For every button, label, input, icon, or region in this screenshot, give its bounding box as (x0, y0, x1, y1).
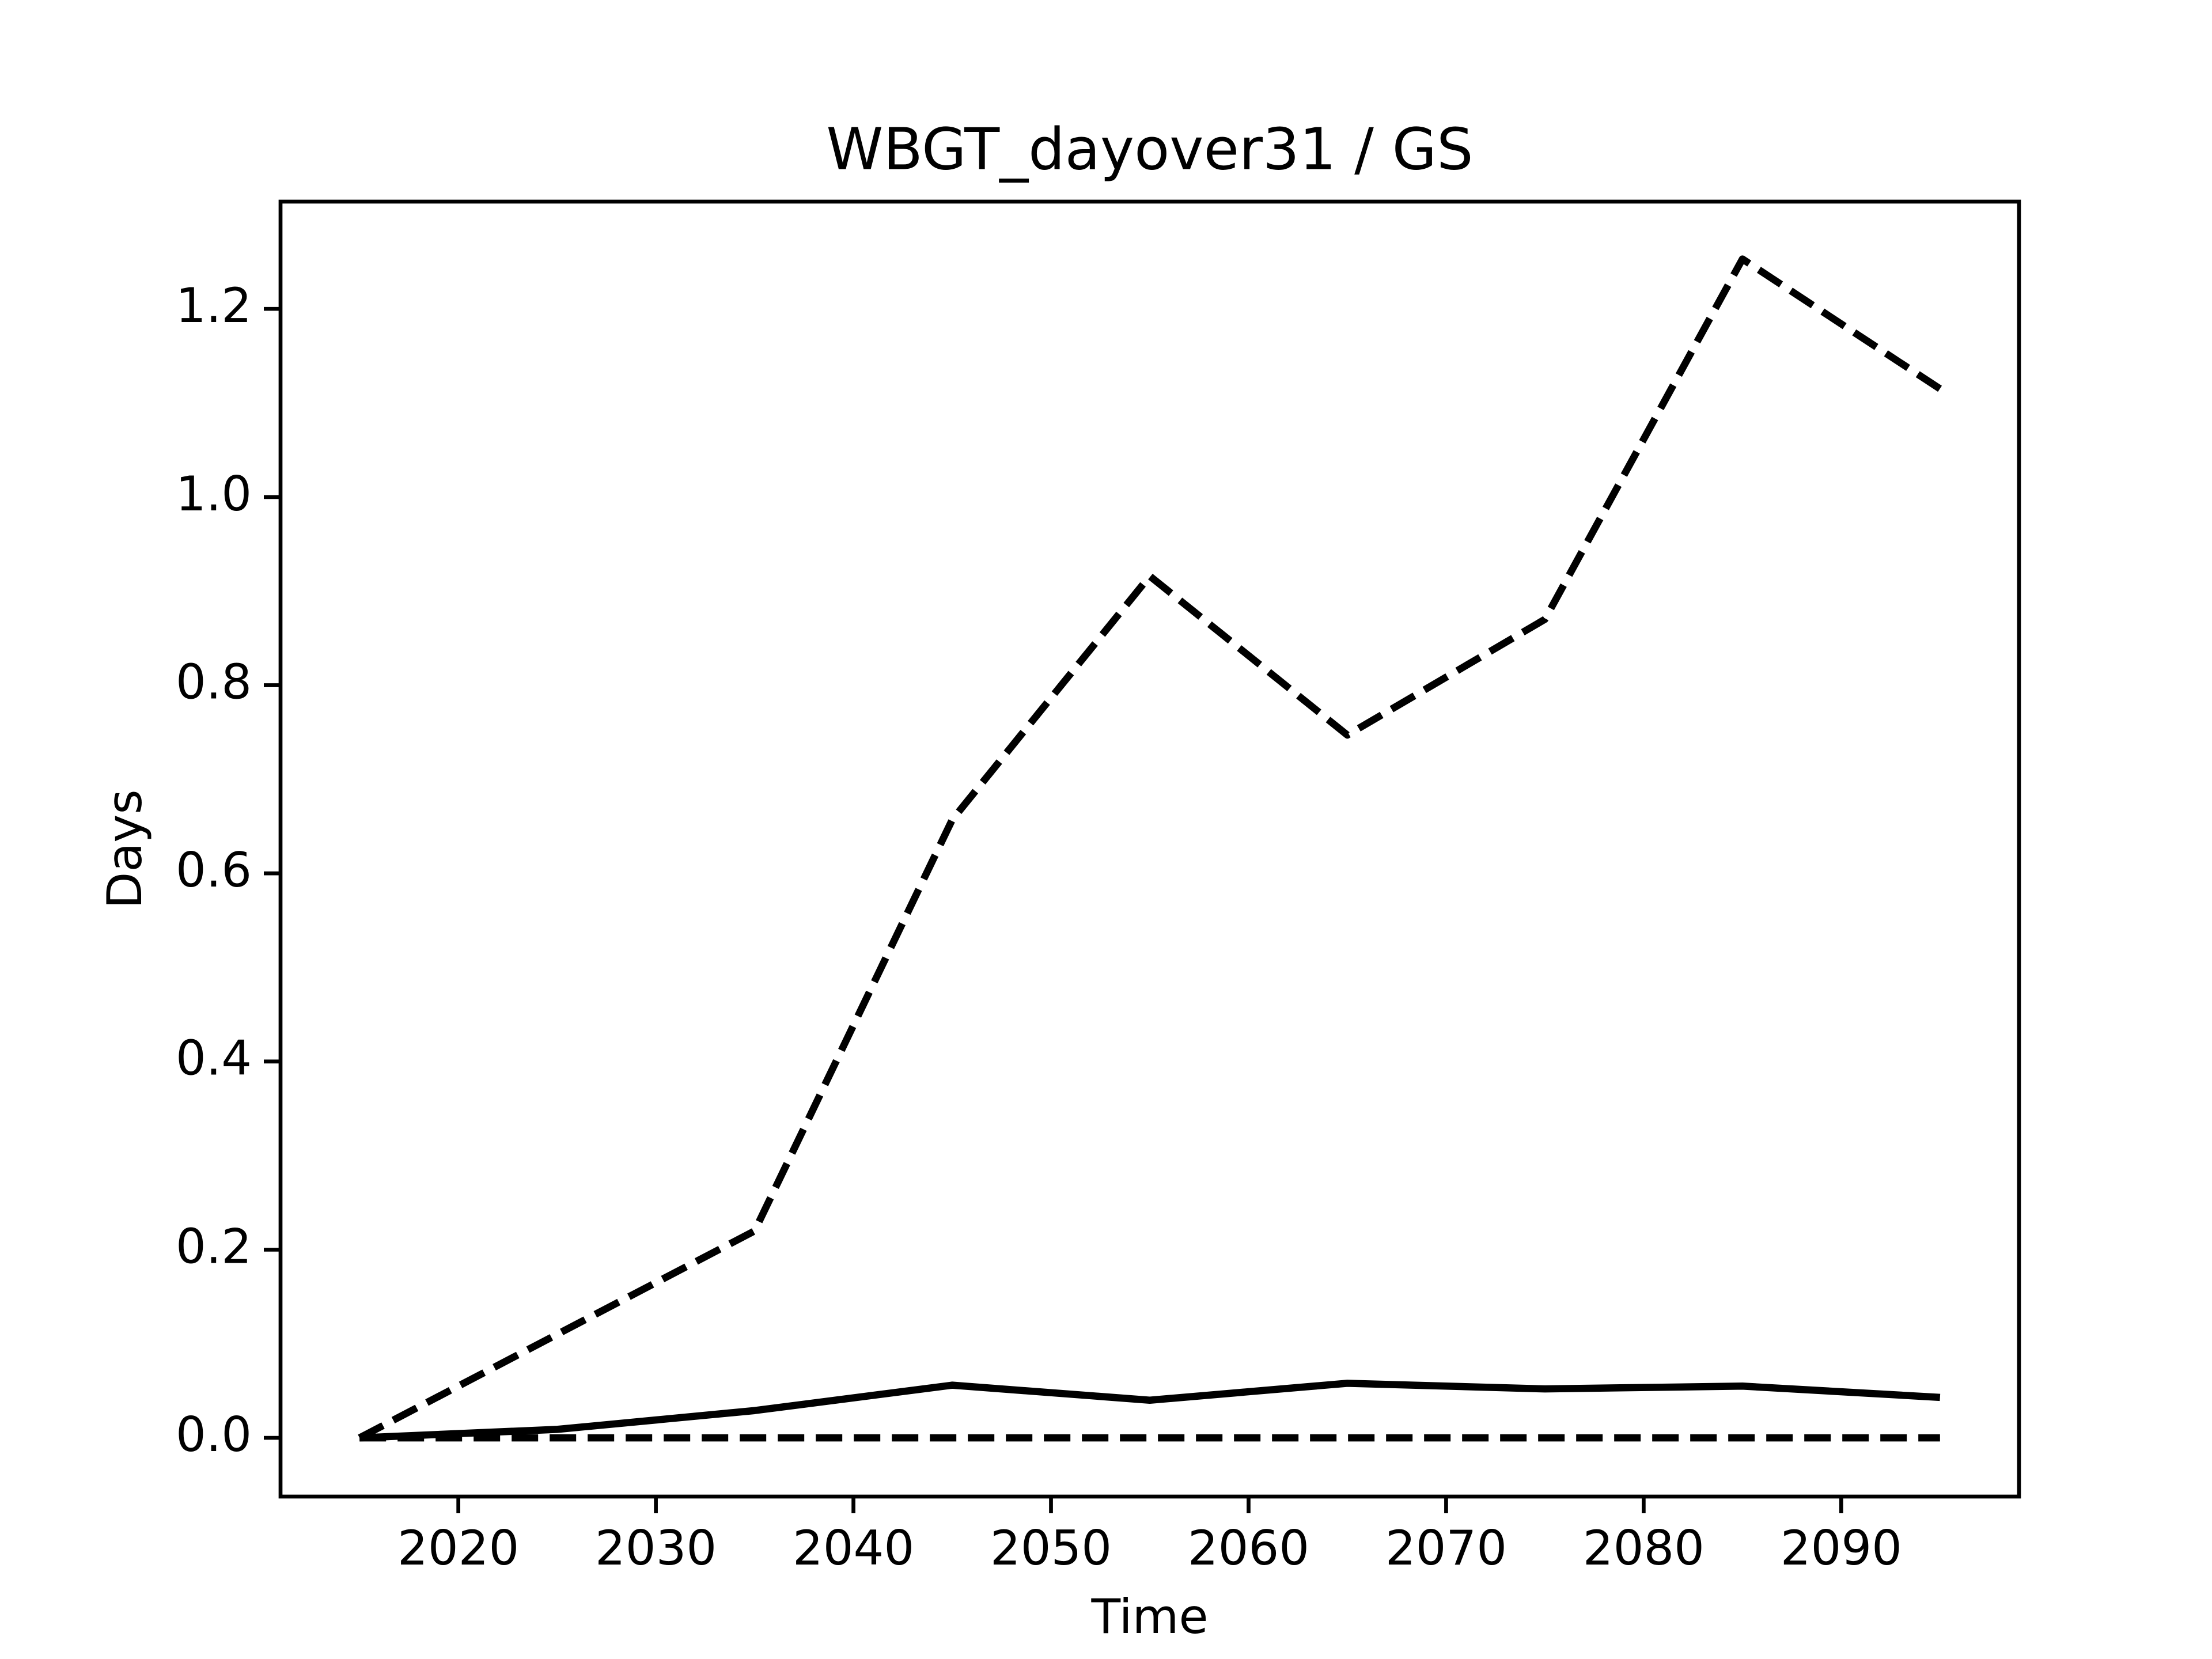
plot-frame (278, 199, 2021, 1499)
y-axis-label: Days (97, 789, 153, 908)
x-axis-label: Time (1090, 1589, 1208, 1645)
y-tick-label: 0.0 (176, 1407, 252, 1463)
y-tick-label: 1.2 (176, 278, 252, 334)
x-tick-label: 2080 (1583, 1520, 1705, 1576)
x-tick-label: 2070 (1385, 1520, 1507, 1576)
y-tick-label: 0.2 (176, 1218, 252, 1274)
series-line (359, 1380, 1941, 1442)
x-tick-label: 2040 (793, 1520, 914, 1576)
x-tick-label: 2030 (595, 1520, 717, 1576)
x-tick-label: 2050 (990, 1520, 1112, 1576)
y-tick-label: 0.4 (176, 1031, 252, 1086)
x-tick-label: 2090 (1781, 1520, 1902, 1576)
y-tick-label: 0.6 (176, 842, 252, 898)
y-tick-label: 0.8 (176, 654, 252, 710)
y-tick-label: 1.0 (176, 466, 252, 522)
x-tick-label: 2020 (397, 1520, 519, 1576)
chart-title: WBGT_dayover31 / GS (826, 115, 1473, 183)
x-tick-label: 2060 (1188, 1520, 1309, 1576)
